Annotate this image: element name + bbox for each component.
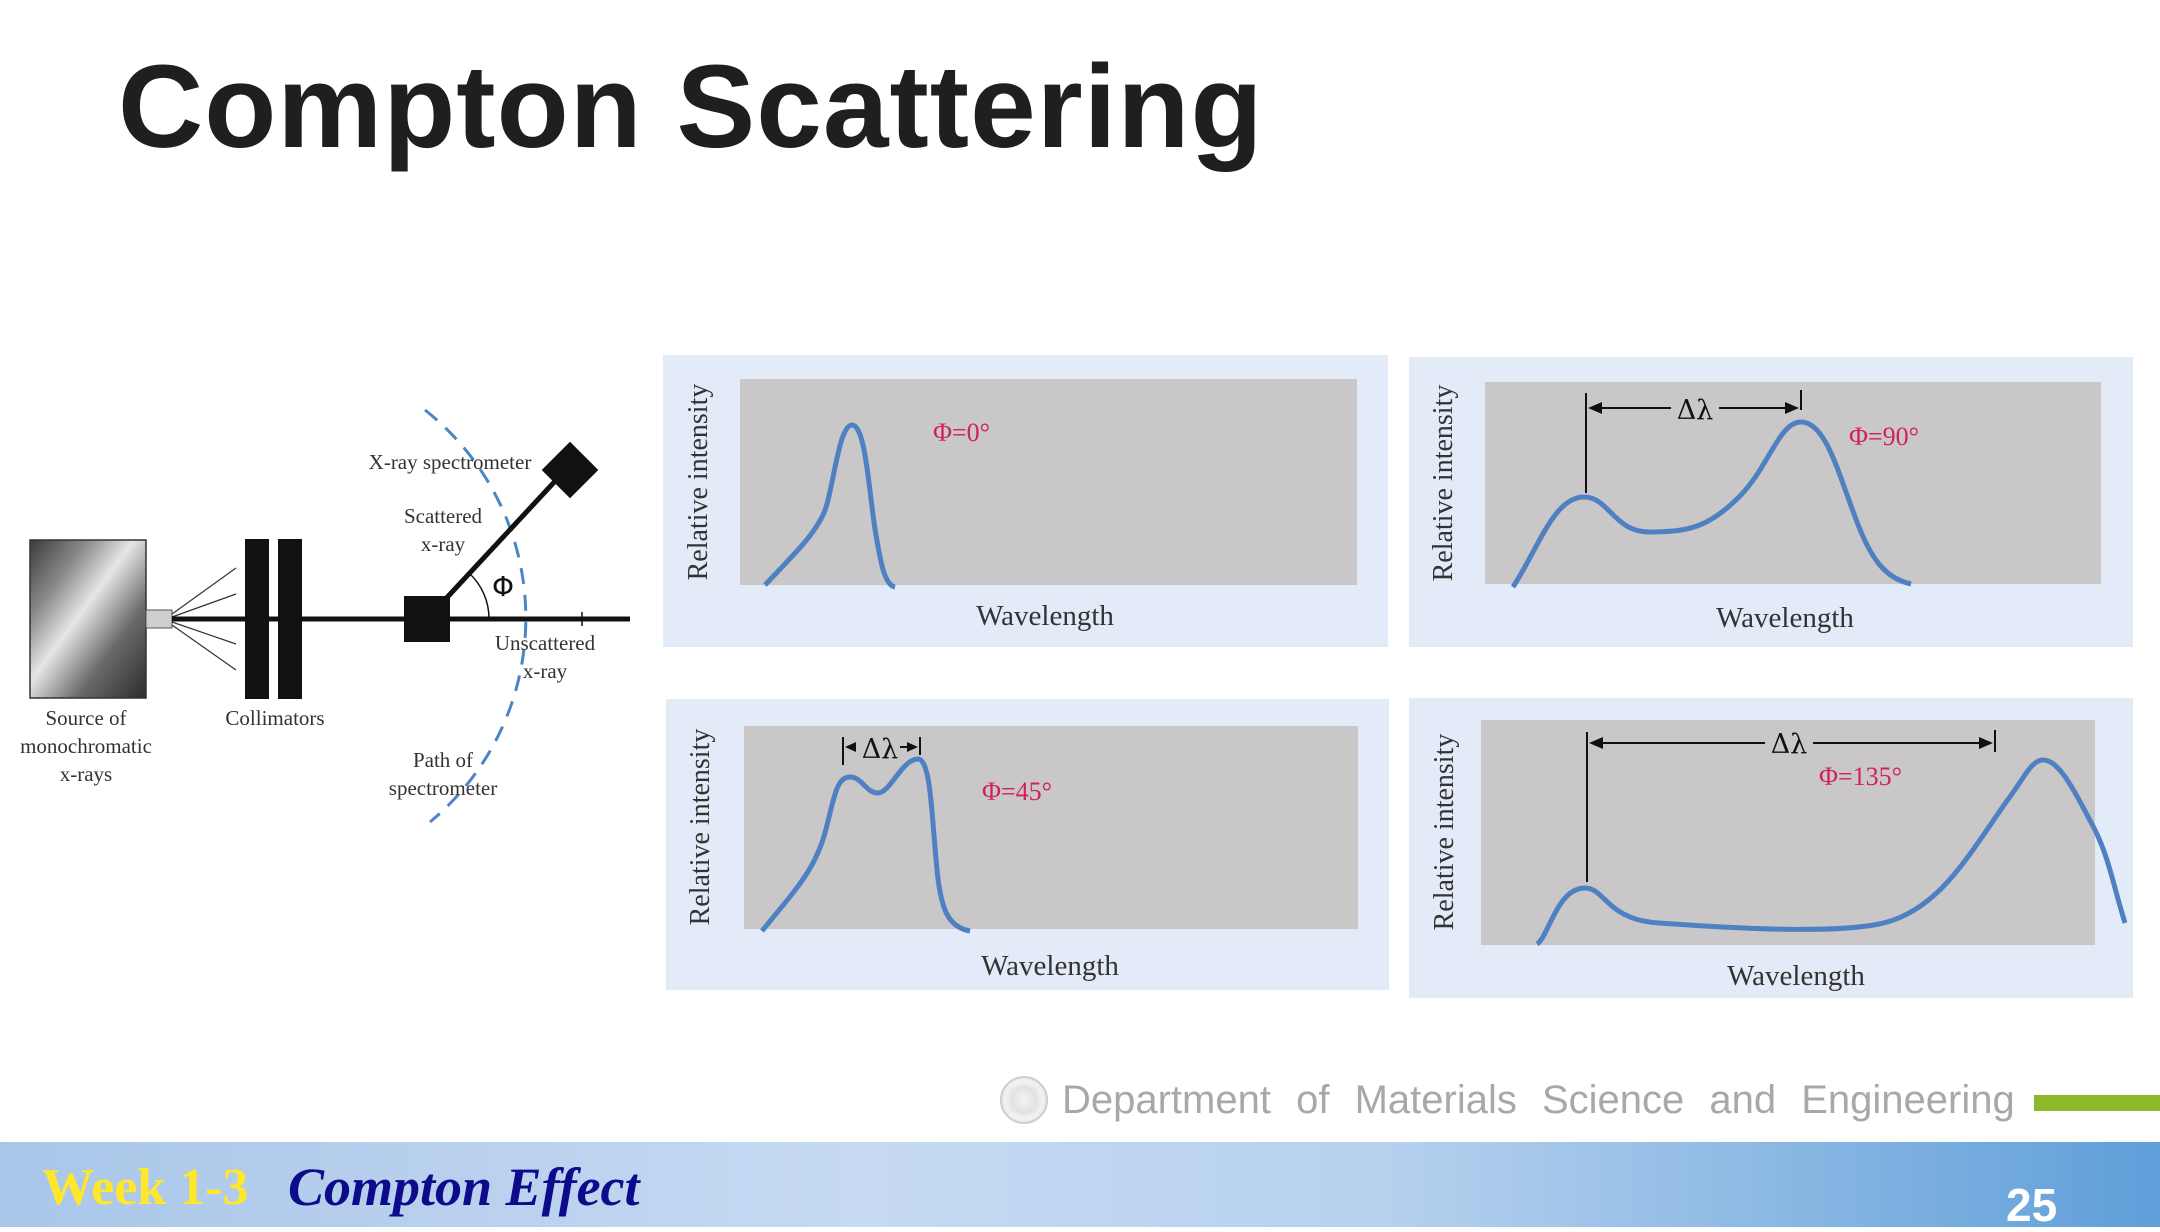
intensity-chart-90deg: Relative intensity Wavelength Δλ Φ=90° bbox=[1409, 357, 2133, 647]
intensity-curve bbox=[763, 422, 897, 590]
delta-lambda-label: Δλ bbox=[862, 734, 899, 765]
intensity-curve bbox=[760, 756, 971, 934]
university-logo-icon bbox=[1000, 1076, 1048, 1124]
department-name: Department of Materials Science and Engi… bbox=[1062, 1077, 2015, 1122]
week-label: Week 1-3 bbox=[42, 1159, 249, 1216]
source-label-3: x-rays bbox=[60, 762, 112, 786]
unscattered-label-2: x-ray bbox=[523, 659, 568, 683]
scattered-label-2: x-ray bbox=[421, 532, 466, 556]
source-label-2: monochromatic bbox=[20, 734, 152, 758]
delta-lambda-label: Δλ bbox=[1677, 395, 1714, 426]
collimator-1 bbox=[245, 539, 269, 699]
x-axis-label: Wavelength bbox=[1727, 960, 1865, 992]
spectrometer-label: X-ray spectrometer bbox=[369, 450, 532, 474]
y-axis-label: Relative intensity bbox=[1428, 385, 1459, 582]
accent-bar bbox=[2034, 1095, 2160, 1111]
intensity-curve bbox=[1510, 419, 1912, 589]
intensity-chart-0deg: Relative intensity Wavelength Φ=0° bbox=[663, 355, 1388, 647]
plot-area bbox=[1481, 720, 2095, 945]
spectrometer-path bbox=[424, 408, 528, 824]
delta-lambda-label: Δλ bbox=[1771, 729, 1808, 760]
unscattered-label-1: Unscattered bbox=[495, 631, 596, 655]
intensity-curve bbox=[1535, 757, 2128, 947]
x-axis-label: Wavelength bbox=[981, 950, 1119, 982]
scattered-beam bbox=[425, 476, 560, 621]
scattered-label-1: Scattered bbox=[404, 504, 483, 528]
angle-phi-label: Φ bbox=[492, 570, 514, 603]
intensity-chart-45deg: Relative intensity Wavelength Δλ Φ=45° bbox=[666, 699, 1389, 990]
page-title: Compton Scattering bbox=[118, 41, 1264, 173]
arrowhead-right bbox=[1785, 402, 1799, 414]
arrowhead-left bbox=[845, 742, 856, 752]
angle-label: Φ=135° bbox=[1819, 762, 1902, 791]
xray-source bbox=[29, 539, 147, 699]
topic-label: Compton Effect bbox=[288, 1157, 640, 1217]
xray-fan bbox=[171, 567, 237, 671]
collimators-label: Collimators bbox=[225, 706, 324, 730]
x-axis-label: Wavelength bbox=[976, 600, 1114, 632]
angle-label: Φ=0° bbox=[933, 418, 990, 447]
plot-area bbox=[740, 379, 1357, 585]
angle-label: Φ=45° bbox=[982, 777, 1052, 806]
y-axis-label: Relative intensity bbox=[1429, 734, 1460, 931]
source-label-1: Source of bbox=[45, 706, 126, 730]
arrowhead-right bbox=[1979, 737, 1993, 749]
page-number: 25 bbox=[2006, 1179, 2058, 1231]
angle-arc bbox=[468, 572, 490, 620]
apparatus-diagram: Source of monochromatic x-rays Collimato… bbox=[20, 408, 630, 824]
bottom-band bbox=[0, 1142, 2160, 1227]
path-label-2: spectrometer bbox=[389, 776, 497, 800]
path-label-1: Path of bbox=[413, 748, 473, 772]
x-axis-label: Wavelength bbox=[1716, 602, 1854, 634]
y-axis-label: Relative intensity bbox=[683, 384, 714, 581]
plot-area bbox=[1485, 382, 2101, 584]
angle-label: Φ=90° bbox=[1849, 422, 1919, 451]
source-nozzle bbox=[145, 609, 173, 629]
arrowhead-right bbox=[907, 742, 918, 752]
plot-area bbox=[744, 726, 1358, 929]
department-footer: Department of Materials Science and Engi… bbox=[1000, 1072, 2015, 1128]
y-axis-label: Relative intensity bbox=[685, 729, 716, 926]
arrowhead-left bbox=[1589, 737, 1603, 749]
arrowhead-left bbox=[1588, 402, 1602, 414]
collimator-2 bbox=[278, 539, 302, 699]
intensity-chart-135deg: Relative intensity Wavelength Δλ Φ=135° bbox=[1409, 698, 2133, 998]
